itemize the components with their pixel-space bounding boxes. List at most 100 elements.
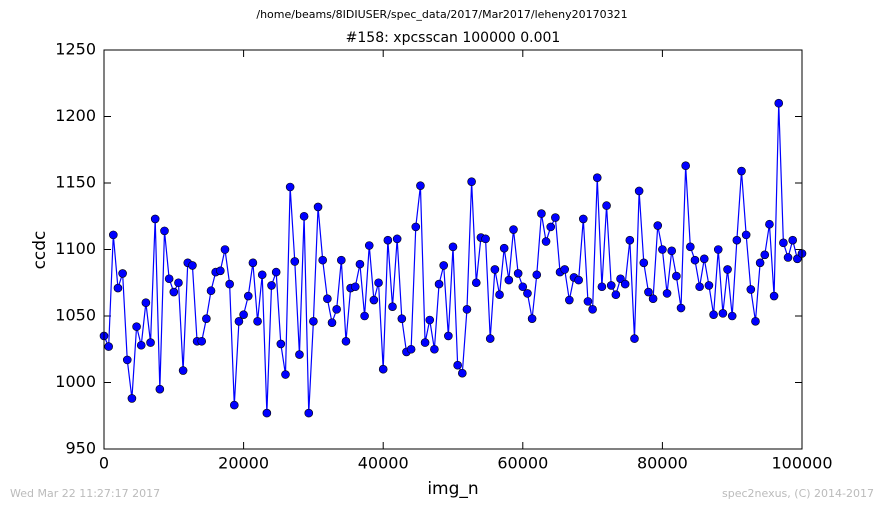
x-axis-label: img_n — [427, 479, 478, 499]
data-point — [416, 181, 425, 190]
data-point — [397, 314, 407, 323]
data-point — [216, 266, 225, 276]
data-point — [174, 278, 183, 288]
data-point — [606, 281, 616, 290]
data-point — [611, 290, 621, 300]
data-point — [499, 243, 509, 253]
chart-subtitle: #158: xpcsscan 100000 0.001 — [346, 30, 561, 46]
data-point — [769, 291, 779, 301]
data-point — [620, 279, 630, 289]
data-point — [141, 298, 151, 308]
data-point — [718, 309, 728, 318]
data-point — [439, 261, 448, 270]
footer-right: spec2nexus, (C) 2014-2017 — [722, 487, 874, 500]
data-point — [309, 317, 318, 326]
data-point — [760, 250, 770, 260]
data-point — [155, 384, 165, 394]
data-point — [751, 317, 760, 326]
data-point — [109, 230, 118, 240]
x-tick-label: 0 — [99, 454, 109, 473]
data-point — [662, 289, 672, 298]
data-point — [337, 255, 346, 265]
data-point — [150, 214, 160, 224]
chart-title: /home/beams/8IDIUSER/spec_data/2017/Mar2… — [256, 8, 627, 21]
data-point — [132, 322, 141, 331]
y-tick-label: 1100 — [55, 239, 96, 258]
data-point — [490, 265, 500, 274]
data-point — [583, 297, 593, 306]
data-point — [253, 317, 262, 326]
data-point — [597, 282, 607, 292]
data-point — [686, 242, 695, 252]
data-point — [541, 237, 551, 246]
data-point — [630, 334, 639, 343]
data-point — [727, 311, 737, 321]
x-tick-label: 60000 — [497, 454, 548, 473]
x-tick-label: 40000 — [358, 454, 409, 473]
data-point — [634, 186, 644, 196]
data-point — [234, 317, 244, 326]
data-point — [127, 394, 137, 403]
data-point — [434, 279, 444, 289]
data-point — [388, 302, 397, 311]
data-point — [774, 98, 784, 108]
data-point — [202, 314, 211, 323]
data-point — [239, 310, 248, 319]
x-tick-label: 80000 — [637, 454, 688, 473]
data-point — [523, 289, 532, 298]
data-point — [383, 235, 393, 245]
data-point — [588, 305, 597, 314]
data-point — [248, 258, 258, 268]
data-point — [136, 340, 146, 350]
data-point — [676, 303, 686, 313]
data-point — [225, 279, 234, 289]
data-point — [243, 291, 253, 301]
data-point — [509, 225, 518, 234]
data-point — [458, 368, 467, 378]
data-point — [341, 336, 351, 346]
data-point — [104, 342, 113, 351]
data-point — [681, 161, 690, 171]
data-point — [467, 177, 476, 186]
data-point — [737, 166, 746, 176]
data-point — [285, 182, 295, 192]
data-point — [392, 234, 402, 244]
data-point — [695, 282, 704, 292]
data-point — [448, 242, 458, 252]
data-point — [690, 255, 700, 265]
footer-left: Wed Mar 22 11:27:17 2017 — [10, 487, 160, 500]
data-point — [648, 294, 658, 304]
data-point — [374, 278, 383, 288]
data-point — [444, 331, 453, 341]
y-tick-label: 1200 — [55, 106, 96, 125]
data-point — [430, 344, 439, 354]
x-tick-label: 20000 — [218, 454, 269, 473]
data-point — [113, 283, 123, 293]
data-point — [746, 285, 756, 294]
data-point — [485, 334, 495, 343]
data-point — [551, 213, 560, 222]
data-point — [267, 281, 276, 290]
data-point — [271, 267, 281, 277]
data-point — [495, 290, 504, 300]
data-point — [602, 201, 611, 210]
data-point — [755, 258, 765, 268]
data-point — [672, 271, 681, 281]
data-point — [658, 245, 667, 254]
data-point — [169, 287, 179, 297]
data-point — [220, 245, 230, 254]
data-point — [709, 310, 718, 319]
data-point — [313, 202, 323, 212]
data-point — [667, 246, 677, 256]
data-point — [332, 305, 341, 314]
data-point — [471, 278, 481, 288]
data-point — [295, 350, 304, 359]
data-point — [453, 360, 462, 370]
data-point — [779, 238, 788, 248]
data-point — [578, 214, 588, 224]
y-tick-label: 1050 — [55, 306, 96, 325]
y-tick-label: 1250 — [55, 40, 96, 59]
data-point — [765, 219, 774, 229]
data-point — [262, 408, 272, 418]
